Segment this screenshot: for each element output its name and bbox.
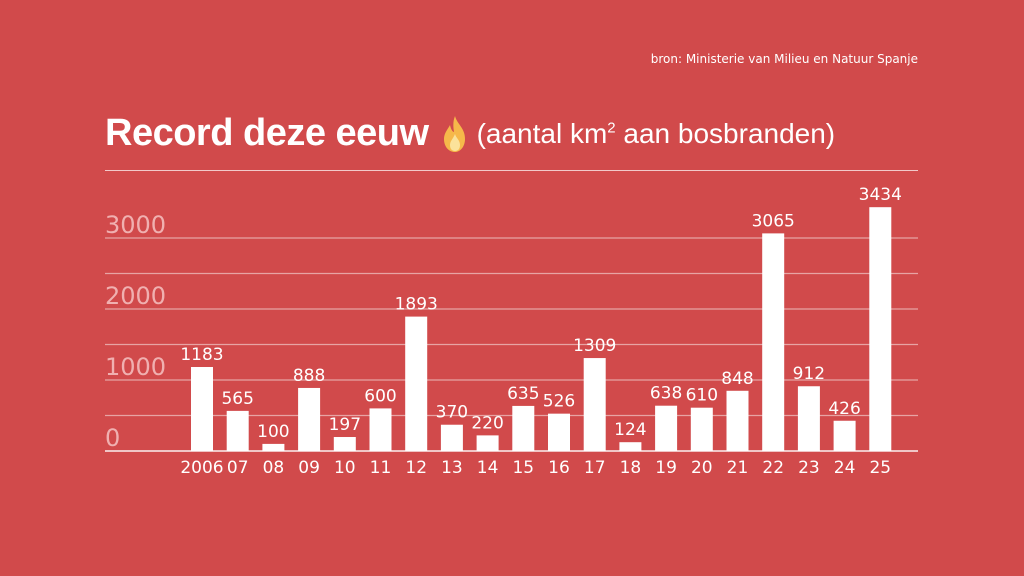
bar-value-label: 635 (507, 384, 539, 404)
title-sub-prefix: (aantal km (476, 117, 608, 149)
bar-value-label: 426 (828, 399, 860, 419)
bar (262, 443, 285, 451)
title-sub-sup: 2 (607, 119, 616, 137)
bar (333, 437, 356, 451)
x-tick-label: 15 (512, 458, 534, 478)
bar-value-label: 1893 (395, 295, 438, 315)
bar-value-label: 1309 (573, 336, 616, 356)
title-main: Record deze eeuw (105, 112, 429, 154)
bar (440, 424, 463, 451)
bar-value-label: 124 (614, 420, 646, 440)
bar (191, 367, 213, 451)
x-tick-label: 08 (263, 458, 285, 478)
chart-title: Record deze eeuw (aantal km2 aan bosbran… (105, 112, 835, 155)
bar-value-label: 3434 (859, 185, 902, 205)
bar (690, 407, 713, 451)
bar-value-label: 912 (793, 364, 825, 384)
x-tick-label: 24 (834, 458, 856, 478)
x-tick-label: 25 (869, 458, 891, 478)
bar (298, 387, 321, 451)
x-tick-label: 10 (334, 458, 356, 478)
bar (226, 410, 249, 451)
bar-value-label: 565 (221, 389, 253, 409)
bar (869, 207, 892, 451)
bar-value-label: 638 (650, 384, 682, 404)
x-tick-label: 17 (584, 458, 606, 478)
x-tick-label: 09 (298, 458, 320, 478)
x-tick-label: 2006 (180, 458, 223, 478)
bar (369, 408, 392, 451)
bar-value-label: 220 (471, 413, 503, 433)
y-tick-label: 3000 (105, 211, 166, 239)
title-sub: (aantal km2 aan bosbranden) (477, 118, 836, 150)
x-tick-label: 18 (620, 458, 642, 478)
title-divider (105, 170, 918, 171)
bar (797, 386, 820, 451)
bar-value-label: 848 (721, 369, 753, 389)
bar (405, 316, 428, 451)
bar (833, 420, 856, 451)
y-tick-label: 2000 (105, 282, 166, 310)
x-tick-labels: 2006 07 08 09 10 11 12 13 14 15 16 17 18 19 20 21 22 23 24… (180, 458, 891, 478)
title-sub-suffix: aan bosbranden) (615, 117, 836, 149)
bar-value-label: 526 (543, 392, 575, 412)
bar-value-label: 888 (293, 366, 325, 386)
source-note: bron: Ministerie van Milieu en Natuur Sp… (650, 52, 918, 66)
x-tick-label: 11 (370, 458, 392, 478)
x-tick-label: 20 (691, 458, 713, 478)
bar (726, 390, 749, 451)
bar-value-label: 1183 (180, 345, 223, 365)
bar (476, 435, 499, 451)
x-tick-label: 23 (798, 458, 820, 478)
x-tick-label: 14 (477, 458, 499, 478)
bar-value-label: 197 (329, 415, 361, 435)
x-tick-label: 07 (227, 458, 249, 478)
bar (655, 405, 678, 451)
y-tick-label: 0 (105, 424, 120, 452)
y-tick-label: 1000 (105, 353, 166, 381)
x-tick-label: 13 (441, 458, 463, 478)
y-tick-labels: 0 1000 2000 3000 (105, 211, 166, 452)
fire-icon (441, 114, 469, 154)
bars (191, 207, 892, 451)
x-tick-label: 21 (727, 458, 749, 478)
x-tick-label: 16 (548, 458, 570, 478)
bar (583, 358, 606, 451)
x-tick-label: 19 (655, 458, 677, 478)
bar (619, 442, 642, 451)
bar-value-label: 610 (686, 386, 718, 406)
bar (512, 405, 535, 451)
bar-value-label: 600 (364, 386, 396, 406)
bar-value-label: 3065 (752, 211, 795, 231)
bar-value-label: 100 (257, 422, 289, 442)
bar (762, 233, 785, 451)
x-tick-label: 12 (405, 458, 427, 478)
bar (548, 413, 570, 451)
bar-value-label: 370 (436, 403, 468, 423)
x-tick-label: 22 (762, 458, 784, 478)
